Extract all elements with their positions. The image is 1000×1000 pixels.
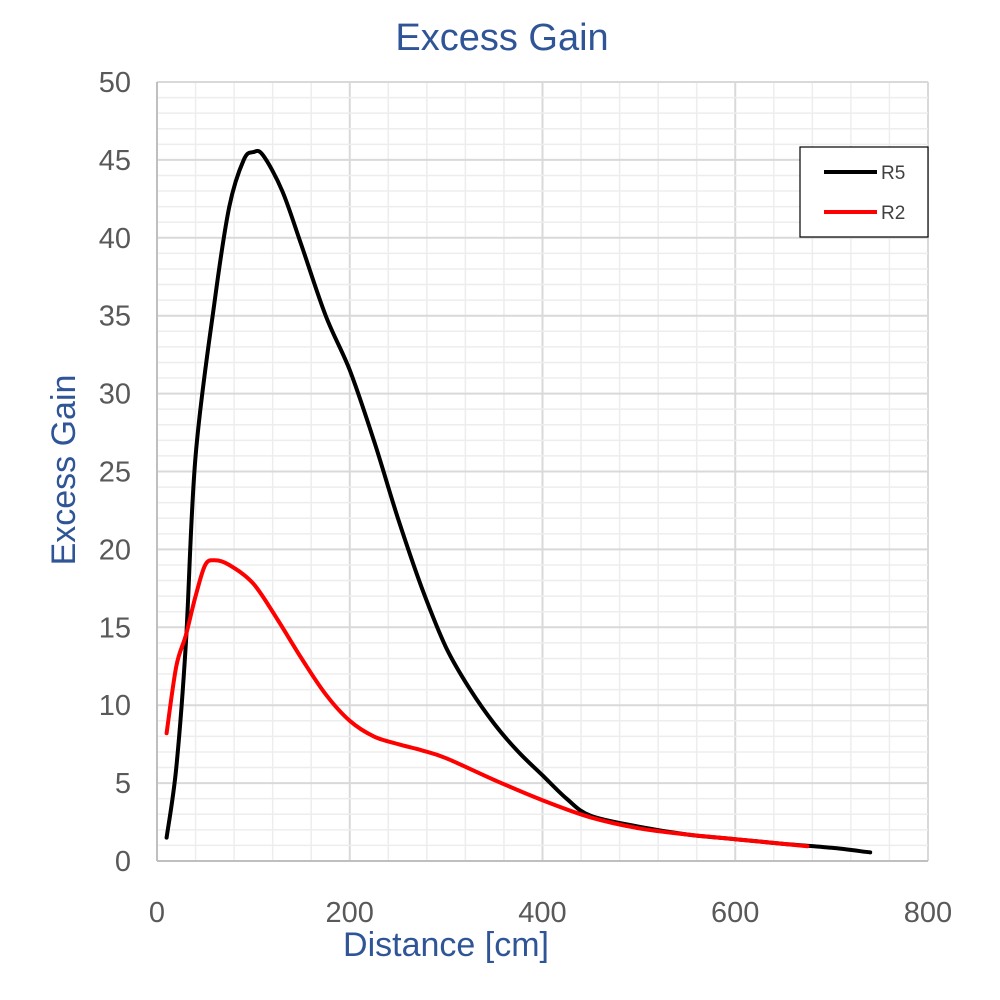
series-lines bbox=[164, 148, 873, 855]
legend-box bbox=[799, 146, 929, 238]
legend-label-r5: R5 bbox=[881, 163, 905, 184]
tick-labels: 0 200 400 600 800 0 5 10 15 20 25 30 35 40 45 50 bbox=[99, 67, 952, 929]
x-tick-label: 800 bbox=[904, 897, 952, 929]
x-tick-label: 600 bbox=[711, 897, 759, 929]
y-tick-label: 45 bbox=[99, 145, 131, 177]
y-tick-label: 30 bbox=[99, 379, 131, 411]
y-tick-label: 10 bbox=[99, 690, 131, 722]
y-tick-label: 0 bbox=[115, 846, 131, 878]
chart-title: Excess Gain bbox=[395, 17, 608, 59]
x-tick-label: 200 bbox=[326, 897, 374, 929]
legend-label-r2: R2 bbox=[881, 203, 905, 224]
x-axis-label: Distance [cm] bbox=[343, 926, 549, 964]
y-tick-label: 20 bbox=[99, 534, 131, 566]
series-line-r2 bbox=[164, 558, 810, 849]
y-tick-label: 15 bbox=[99, 612, 131, 644]
y-axis-label: Excess Gain bbox=[45, 375, 83, 566]
y-tick-label: 40 bbox=[99, 223, 131, 255]
axes bbox=[156, 82, 928, 862]
y-tick-label: 25 bbox=[99, 457, 131, 489]
x-tick-label: 0 bbox=[149, 897, 165, 929]
y-tick-label: 35 bbox=[99, 301, 131, 333]
y-tick-label: 5 bbox=[115, 768, 131, 800]
legend: R5 R2 bbox=[799, 146, 929, 238]
x-tick-label: 400 bbox=[518, 897, 566, 929]
y-tick-label: 50 bbox=[99, 67, 131, 99]
